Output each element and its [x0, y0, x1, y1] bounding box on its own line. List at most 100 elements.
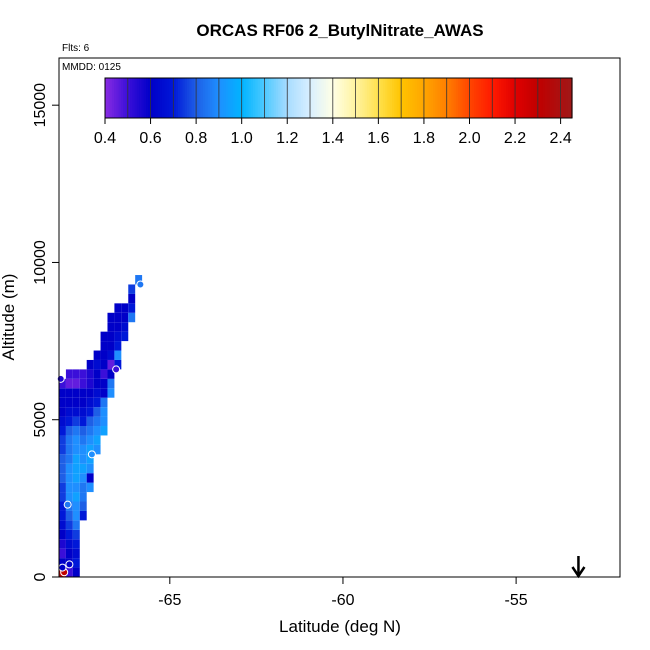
- colorbar-segment: [387, 78, 391, 118]
- heatmap-cell: [59, 435, 66, 445]
- colorbar-segment: [253, 78, 256, 118]
- heatmap-cell: [65, 369, 73, 379]
- colorbar-segment: [171, 78, 174, 118]
- sample-point: [56, 374, 65, 383]
- colorbar-segment: [250, 78, 254, 118]
- colorbar-segment: [282, 78, 286, 118]
- colorbar-segment: [130, 78, 133, 118]
- heatmap-cell: [59, 558, 66, 568]
- heatmap-cell: [86, 369, 94, 379]
- colorbar-segment: [396, 78, 400, 118]
- heatmap-cell: [100, 359, 108, 370]
- colorbar-segment: [487, 78, 491, 118]
- colorbar-segment: [243, 78, 247, 118]
- heatmap-cell: [121, 312, 129, 323]
- heatmap-cell: [59, 454, 66, 464]
- colorbar-segment: [218, 78, 222, 118]
- heatmap-cell: [65, 435, 73, 445]
- heatmap-cell: [79, 435, 87, 445]
- heatmap-cell: [72, 567, 80, 577]
- colorbar-segment: [234, 78, 238, 118]
- colorbar-segment: [319, 78, 323, 118]
- colorbar-segment: [505, 78, 509, 118]
- colorbar-segment: [116, 78, 120, 118]
- heatmap-cell: [72, 492, 80, 502]
- colorbar-segment: [558, 78, 562, 118]
- colorbar-segment: [209, 78, 213, 118]
- heatmap-cell: [72, 435, 80, 445]
- heatmap-cell: [72, 473, 80, 483]
- colorbar-segment: [417, 78, 420, 118]
- colorbar-segment: [430, 78, 434, 118]
- heatmap-cell: [128, 312, 136, 323]
- colorbar-segment: [382, 78, 386, 118]
- heatmap-cell: [59, 473, 66, 483]
- heatmap-cell: [72, 378, 80, 389]
- chart-title: ORCAS RF06 2_ButylNitrate_AWAS: [196, 21, 483, 40]
- colorbar-segment: [291, 78, 295, 118]
- heatmap-cell: [72, 388, 80, 398]
- colorbar-segment: [269, 78, 272, 118]
- heatmap-cell: [65, 444, 73, 455]
- heatmap-cell: [114, 350, 122, 360]
- colorbar-tick-label: 0.4: [94, 130, 116, 147]
- heatmap-cell: [72, 548, 80, 559]
- colorbar-segment: [148, 78, 152, 118]
- colorbar-segment: [546, 78, 550, 118]
- colorbar-segment: [175, 78, 179, 118]
- colorbar-segment: [294, 78, 297, 118]
- heatmap-cell: [114, 341, 122, 351]
- date-label: MMDD: 0125: [62, 62, 121, 73]
- heatmap-cell: [59, 520, 66, 530]
- colorbar-segment: [389, 78, 393, 118]
- heatmap-cell: [93, 378, 101, 389]
- heatmap-cell: [121, 303, 129, 313]
- colorbar-segment: [437, 78, 441, 118]
- colorbar-segment: [492, 78, 496, 118]
- colorbar-segment: [460, 78, 464, 118]
- colorbar-segment: [107, 78, 111, 118]
- heatmap-cell: [79, 369, 87, 379]
- heatmap-cell: [107, 369, 115, 379]
- colorbar-segment: [565, 78, 569, 118]
- heatmap-cell: [107, 378, 115, 389]
- heatmap-cell: [65, 539, 73, 549]
- colorbar-segment: [426, 78, 430, 118]
- colorbar-segment: [501, 78, 505, 118]
- colorbar-segment: [111, 78, 115, 118]
- heatmap-cell: [65, 529, 73, 540]
- heatmap-cell: [100, 397, 108, 408]
- heatmap-cell: [107, 322, 115, 332]
- heatmap-cell: [107, 331, 115, 342]
- colorbar-segment: [132, 78, 136, 118]
- colorbar-segment: [134, 78, 138, 118]
- colorbar-segment: [392, 78, 395, 118]
- down-arrow-icon: [571, 556, 586, 579]
- colorbar-segment: [489, 78, 493, 118]
- colorbar-segment: [433, 78, 436, 118]
- colorbar-segment: [421, 78, 425, 118]
- heatmap-cell: [86, 463, 94, 474]
- colorbar-segment: [467, 78, 471, 118]
- heatmap-cell: [114, 331, 122, 342]
- heatmap-cell: [59, 510, 66, 521]
- colorbar-tick-label: 1.0: [231, 130, 253, 147]
- colorbar-segment: [480, 78, 484, 118]
- flights-label: Flts: 6: [62, 43, 90, 54]
- colorbar-segment: [530, 78, 534, 118]
- colorbar-tick-label: 2.0: [458, 130, 480, 147]
- colorbar-segment: [303, 78, 307, 118]
- heatmap-cell: [86, 416, 94, 427]
- colorbar-segment: [305, 78, 309, 118]
- heatmap-cell: [59, 397, 66, 408]
- colorbar-tick-label: 1.2: [276, 130, 298, 147]
- heatmap-cell: [128, 293, 136, 304]
- colorbar-segment: [403, 78, 407, 118]
- heatmap-cell: [59, 426, 66, 436]
- colorbar-segment: [105, 78, 108, 118]
- colorbar-segment: [503, 78, 507, 118]
- colorbar-segment: [562, 78, 566, 118]
- colorbar-segment: [143, 78, 147, 118]
- colorbar-segment: [499, 78, 502, 118]
- heatmap-cell: [86, 426, 94, 436]
